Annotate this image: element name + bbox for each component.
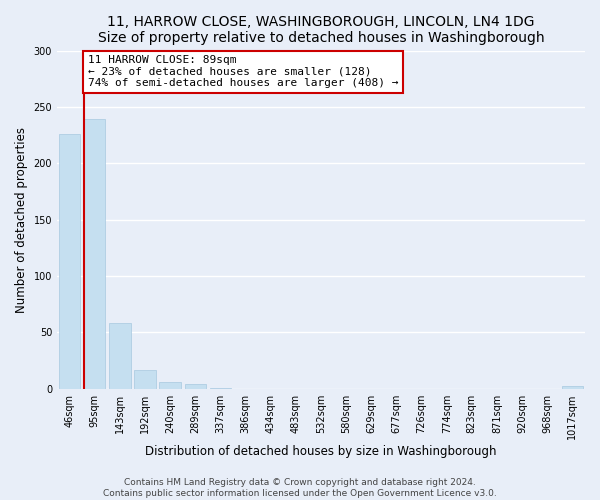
Bar: [134, 370, 156, 388]
Text: 11 HARROW CLOSE: 89sqm
← 23% of detached houses are smaller (128)
74% of semi-de: 11 HARROW CLOSE: 89sqm ← 23% of detached…: [88, 55, 398, 88]
Y-axis label: Number of detached properties: Number of detached properties: [15, 126, 28, 312]
Bar: [562, 386, 583, 388]
Bar: [59, 134, 80, 388]
Text: Contains HM Land Registry data © Crown copyright and database right 2024.
Contai: Contains HM Land Registry data © Crown c…: [103, 478, 497, 498]
Bar: [84, 120, 106, 388]
Bar: [185, 384, 206, 388]
Title: 11, HARROW CLOSE, WASHINGBOROUGH, LINCOLN, LN4 1DG
Size of property relative to : 11, HARROW CLOSE, WASHINGBOROUGH, LINCOL…: [98, 15, 544, 45]
Bar: [109, 324, 131, 388]
Bar: [160, 382, 181, 388]
X-axis label: Distribution of detached houses by size in Washingborough: Distribution of detached houses by size …: [145, 444, 497, 458]
